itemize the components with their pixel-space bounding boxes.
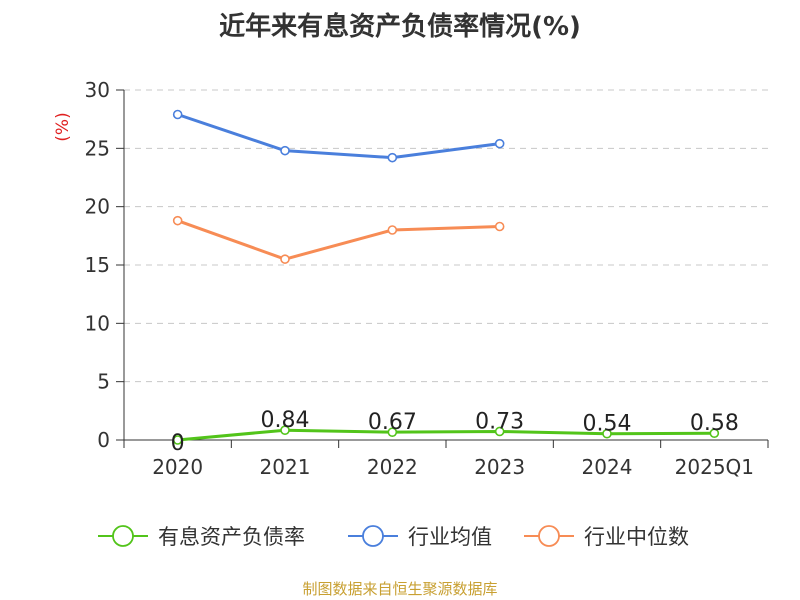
y-axis-label: (%)	[53, 112, 73, 141]
legend-marker	[538, 525, 560, 547]
data-label: 0.73	[475, 409, 524, 434]
y-tick-label: 0	[97, 428, 110, 452]
data-label: 0.84	[261, 408, 310, 433]
legend-label: 行业均值	[408, 525, 492, 549]
legend-label: 有息资产负债率	[158, 525, 305, 549]
source-footer: 制图数据来自恒生聚源数据库	[302, 580, 498, 598]
legend-label: 行业中位数	[584, 525, 689, 549]
data-labels: 0 0.84 0.67 0.73 0.54 0.58	[171, 408, 739, 456]
y-tick-label: 15	[85, 253, 110, 277]
series-line	[177, 428, 715, 442]
data-point	[494, 426, 505, 437]
data-point	[172, 109, 183, 120]
data-point	[172, 435, 183, 445]
legend-marker	[112, 525, 134, 547]
y-tick-label: 10	[85, 311, 110, 335]
data-point	[494, 138, 505, 149]
data-point	[494, 221, 505, 232]
data-point	[387, 225, 398, 235]
y-tick-label: 30	[85, 78, 110, 102]
data-point	[709, 428, 720, 439]
data-point	[280, 254, 290, 264]
data-point	[172, 215, 183, 226]
data-point	[387, 152, 398, 163]
series-line	[177, 219, 500, 261]
x-tick-labels: 2020 2021 2022 2023 2024 2025Q1	[152, 455, 754, 479]
x-tick-label: 2024	[582, 455, 633, 479]
x-tick-label: 2025Q1	[675, 455, 754, 479]
data-point	[280, 145, 290, 156]
x-tick-label: 2022	[367, 455, 418, 479]
x-tick-label: 2020	[152, 455, 203, 479]
data-point	[387, 427, 398, 437]
y-tick-label: 25	[85, 136, 110, 160]
x-tick-label: 2021	[260, 455, 311, 479]
x-tick-label: 2023	[474, 455, 525, 479]
data-label: 0.54	[583, 412, 632, 437]
data-label: 0.67	[368, 410, 417, 435]
y-tick-label: 20	[85, 195, 110, 219]
y-tick-label: 5	[97, 370, 110, 394]
legend-marker	[362, 525, 384, 547]
y-tick-labels: 0 5 10 15 20 25 30	[85, 78, 110, 452]
data-label: 0.58	[690, 411, 739, 436]
data-point	[602, 428, 612, 439]
series-line	[177, 113, 500, 160]
data-point	[280, 425, 290, 436]
axes	[116, 89, 769, 448]
grid-lines	[124, 89, 768, 383]
legend: 有息资产负债率 行业均值 行业中位数	[98, 525, 689, 549]
chart-title: 近年来有息资产负债率情况(%)	[219, 12, 581, 42]
data-label: 0	[171, 431, 185, 456]
series-lines	[172, 109, 720, 445]
